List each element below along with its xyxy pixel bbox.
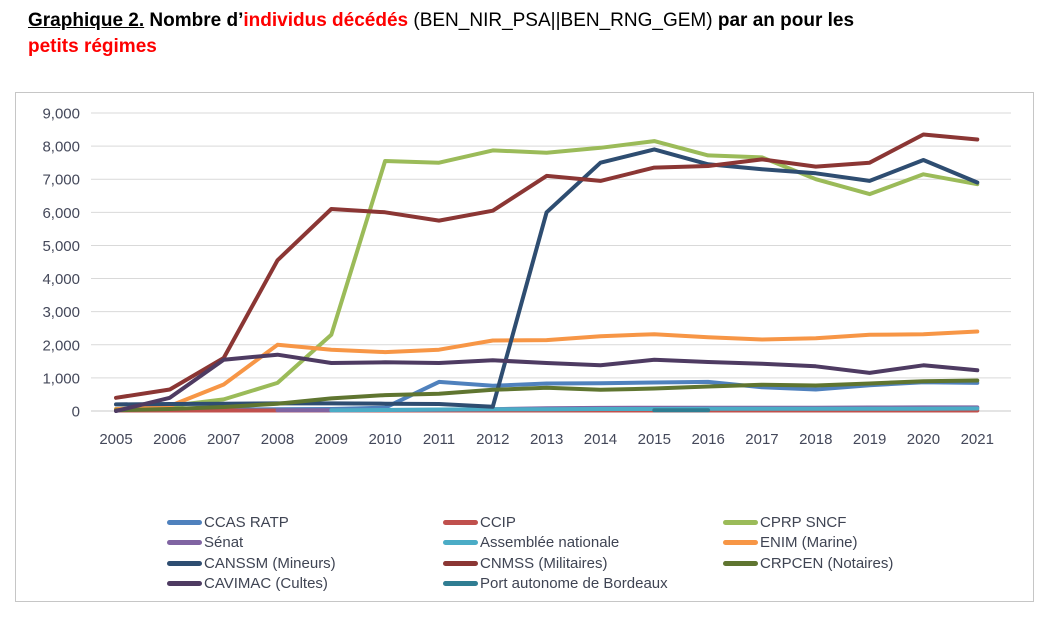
chart-figure: 0 1,000 2,000 3,000 4,000 5,000 6,000 7,000 8,00… — [15, 92, 1034, 602]
legend-label: CAVIMAC (Cultes) — [204, 575, 328, 593]
title-segment: Nombre d’ — [144, 10, 244, 31]
y-tick-label: 1,000 — [42, 370, 80, 387]
legend-line-swatch — [723, 560, 758, 566]
x-tick-label: 2011 — [423, 431, 455, 448]
y-tick-label: 2,000 — [42, 337, 80, 354]
legend-item: Sénat — [167, 534, 443, 551]
y-tick-label: 0 — [72, 404, 80, 421]
title-segment: (BEN_NIR_PSA||BEN_RNG_GEM) — [408, 10, 718, 31]
chart-plot: 0 1,000 2,000 3,000 4,000 5,000 6,000 7,000 8,00… — [42, 106, 1011, 448]
legend-label: CRPCEN (Notaires) — [760, 554, 894, 572]
y-tick-label: 7,000 — [42, 172, 80, 189]
series-line-cnmss-militaires — [114, 132, 980, 400]
legend-line-swatch — [167, 560, 202, 566]
x-tick-label: 2012 — [476, 431, 509, 448]
legend-item: CNMSS (Militaires) — [443, 555, 723, 572]
series-line-cavimac-cultes — [114, 352, 980, 413]
legend-line-swatch — [167, 540, 202, 546]
x-tick-label: 2018 — [799, 431, 832, 448]
legend-label: ENIM (Marine) — [760, 534, 858, 552]
legend-item: Assemblée nationale — [443, 534, 723, 551]
x-tick-label: 2006 — [153, 431, 186, 448]
x-tick-label: 2015 — [638, 431, 671, 448]
y-tick-label: 5,000 — [42, 238, 80, 255]
x-tick-label: 2017 — [745, 431, 778, 448]
y-tick-label: 9,000 — [42, 106, 80, 123]
legend-label: CPRP SNCF — [760, 513, 847, 531]
legend-line-swatch — [443, 581, 478, 587]
legend-item: CCIP — [443, 514, 723, 531]
legend: CCAS RATP CCIP CPRP SNCF Sénat Assemblée nat… — [167, 512, 1035, 594]
legend-item: ENIM (Marine) — [723, 534, 1035, 551]
legend-line-swatch — [443, 519, 478, 525]
x-tick-label: 2014 — [584, 431, 617, 448]
y-tick-label: 3,000 — [42, 304, 80, 321]
legend-label: CCIP — [480, 513, 516, 531]
title-segment: Graphique 2. — [28, 10, 145, 31]
legend-label: Assemblée nationale — [480, 534, 620, 552]
legend-label: CCAS RATP — [204, 513, 289, 531]
x-tick-label: 2008 — [261, 431, 294, 448]
x-tick-label: 2019 — [853, 431, 886, 448]
x-tick-label: 2007 — [207, 431, 240, 448]
x-tick-label: 2021 — [961, 431, 994, 448]
y-tick-label: 4,000 — [42, 271, 80, 288]
legend-item: CPRP SNCF — [723, 514, 1035, 531]
legend-line-swatch — [167, 581, 202, 587]
legend-item: CANSSM (Mineurs) — [167, 555, 443, 572]
x-tick-label: 2016 — [691, 431, 724, 448]
legend-line-swatch — [723, 540, 758, 546]
legend-label: CNMSS (Militaires) — [480, 554, 608, 572]
legend-item: Port autonome de Bordeaux — [443, 575, 723, 592]
series-line-crpcen-notaires — [114, 378, 980, 413]
title-segment: individus décédés — [243, 10, 409, 31]
x-tick-label: 2005 — [99, 431, 132, 448]
series-line-cprp-sncf — [114, 139, 980, 411]
legend-line-swatch — [443, 560, 478, 566]
legend-item: CAVIMAC (Cultes) — [167, 575, 443, 592]
figure-caption: Graphique 2. Nombre d’individus décédés … — [28, 8, 1023, 60]
title-segment: par an pour les — [717, 10, 855, 31]
y-tick-label: 6,000 — [42, 205, 80, 222]
legend-label: Sénat — [204, 534, 244, 552]
y-tick-label: 8,000 — [42, 139, 80, 156]
legend-line-swatch — [723, 519, 758, 525]
x-tick-label: 2020 — [907, 431, 940, 448]
title-segment: petits régimes — [28, 36, 157, 57]
legend-item: CRPCEN (Notaires) — [723, 555, 1035, 572]
x-tick-label: 2009 — [315, 431, 348, 448]
legend-label: Port autonome de Bordeaux — [480, 575, 668, 593]
legend-label: CANSSM (Mineurs) — [204, 554, 336, 572]
legend-item: CCAS RATP — [167, 514, 443, 531]
x-tick-label: 2013 — [530, 431, 563, 448]
legend-line-swatch — [443, 540, 478, 546]
legend-line-swatch — [167, 519, 202, 525]
x-tick-label: 2010 — [368, 431, 401, 448]
